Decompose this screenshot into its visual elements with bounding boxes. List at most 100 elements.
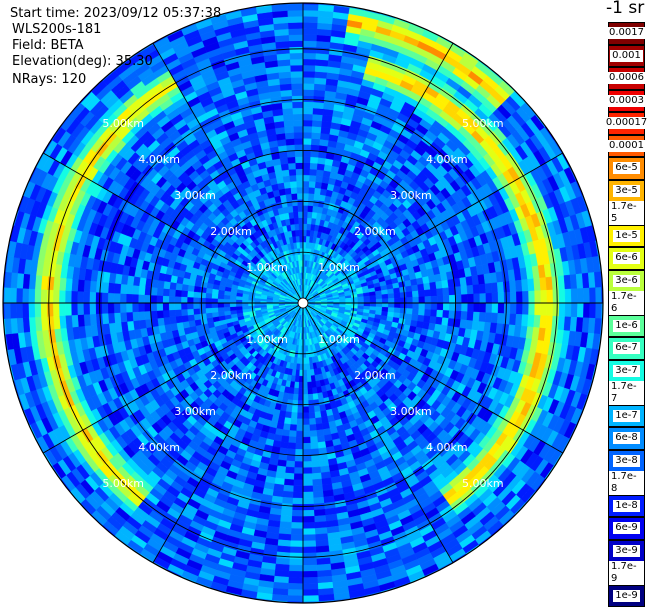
- range-gate-cell: [312, 107, 324, 116]
- range-gate-cell: [217, 311, 225, 317]
- range-gate-cell: [302, 552, 317, 560]
- range-gate-cell: [302, 424, 310, 432]
- range-gate-cell: [126, 311, 134, 322]
- range-gate-cell: [187, 314, 195, 322]
- range-gate-cell: [405, 291, 413, 298]
- range-gate-cell: [223, 302, 231, 308]
- range-gate-cell: [313, 509, 326, 517]
- range-gate-cell: [546, 289, 554, 304]
- range-gate-cell: [461, 302, 468, 312]
- range-gate-cell: [302, 406, 309, 414]
- range-gate-cell: [150, 294, 157, 304]
- range-gate-cell: [521, 279, 529, 292]
- range-gate-cell: [95, 313, 103, 325]
- range-gate-cell: [65, 277, 73, 292]
- range-gate-cell: [397, 587, 415, 600]
- range-gate-cell: [310, 442, 319, 450]
- range-gate-cell: [156, 310, 164, 319]
- range-gate-cell: [279, 441, 289, 449]
- range-gate-cell: [467, 293, 475, 304]
- range-gate-cell: [176, 581, 194, 594]
- range-gate-cell: [589, 302, 597, 319]
- range-gate-cell: [566, 441, 581, 459]
- range-gate-cell: [564, 302, 572, 318]
- range-gate-cell: [235, 299, 243, 304]
- range-gate-cell: [192, 297, 200, 304]
- range-gate-cell: [156, 295, 164, 304]
- range-gate-cell: [313, 83, 327, 91]
- range-gate-cell: [426, 18, 445, 32]
- range-gate-cell: [162, 302, 170, 311]
- range-gate-cell: [302, 9, 319, 17]
- range-gate-cell: [516, 302, 523, 315]
- range-gate-cell: [316, 163, 326, 171]
- range-gate-cell: [412, 12, 430, 25]
- range-gate-cell: [302, 491, 314, 499]
- range-gate-cell: [119, 549, 138, 565]
- range-gate-cell: [52, 302, 60, 317]
- range-gate-cell: [528, 302, 536, 316]
- range-gate-cell: [448, 286, 456, 296]
- range-gate-cell: [3, 381, 14, 400]
- range-gate-cell: [466, 284, 474, 295]
- range-gate-cell: [387, 288, 395, 295]
- range-gate-cell: [399, 307, 407, 315]
- range-gate-cell: [144, 302, 151, 312]
- range-gate-cell: [418, 302, 426, 310]
- range-gate-cell: [40, 289, 48, 304]
- range-gate-cell: [311, 472, 322, 480]
- range-gate-cell: [292, 393, 299, 401]
- range-gate-cell: [40, 302, 48, 317]
- range-gate-cell: [289, 546, 304, 554]
- range-gate-cell: [418, 308, 426, 316]
- range-gate-cell: [601, 286, 603, 304]
- range-gate-cell: [423, 315, 431, 324]
- range-gate-cell: [503, 291, 511, 304]
- range-gate-cell: [298, 375, 304, 383]
- range-gate-cell: [277, 533, 292, 541]
- range-gate-cell: [302, 570, 318, 578]
- range-gate-cell: [293, 479, 304, 487]
- range-gate-cell: [302, 449, 312, 456]
- range-gate-cell: [309, 162, 318, 170]
- range-gate-cell: [418, 290, 426, 298]
- range-gate-cell: [283, 417, 292, 425]
- range-gate-cell: [309, 174, 317, 182]
- range-gate-cell: [58, 290, 66, 304]
- range-gate-cell: [46, 289, 54, 304]
- range-gate-cell: [131, 293, 139, 304]
- range-gate-cell: [288, 436, 297, 444]
- range-gate-cell: [0, 335, 2, 352]
- range-gate-cell: [576, 288, 584, 304]
- range-gate-cell: [95, 291, 103, 304]
- range-gate-cell: [314, 71, 328, 79]
- range-gate-cell: [211, 302, 218, 309]
- range-gate-cell: [466, 311, 474, 322]
- range-gate-cell: [294, 449, 304, 456]
- range-gate-cell: [191, 587, 209, 600]
- range-gate-cell: [399, 291, 407, 299]
- range-gate-cell: [302, 3, 319, 11]
- range-gate-cell: [310, 150, 320, 158]
- range-gate-cell: [187, 290, 194, 298]
- range-gate-cell: [181, 283, 189, 292]
- range-gate-cell: [175, 282, 183, 291]
- range-gate-cell: [6, 191, 19, 209]
- range-gate-cell: [290, 418, 298, 426]
- range-gate-cell: [424, 296, 432, 304]
- range-gate-cell: [168, 295, 176, 304]
- range-gate-cell: [22, 302, 30, 318]
- range-gate-cell: [388, 297, 395, 304]
- range-gate-cell: [289, 558, 304, 566]
- range-gate-cell: [77, 302, 84, 316]
- range-gate-cell: [381, 293, 389, 300]
- range-gate-cell: [77, 314, 85, 327]
- range-gate-cell: [59, 315, 67, 329]
- range-gate-cell: [302, 516, 315, 523]
- range-gate-cell: [351, 297, 359, 301]
- range-gate-cell: [25, 441, 40, 459]
- range-gate-cell: [193, 291, 201, 298]
- range-gate-cell: [296, 424, 304, 432]
- range-gate-cell: [485, 302, 493, 314]
- range-gate-cell: [479, 293, 487, 304]
